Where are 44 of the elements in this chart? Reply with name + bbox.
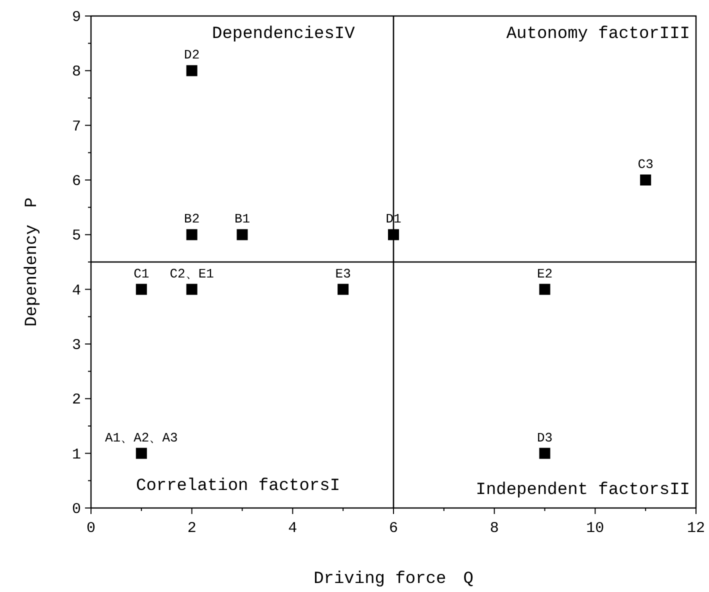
point bbox=[640, 174, 652, 186]
annotation: D2 bbox=[184, 48, 200, 63]
annotation: DependenciesIV bbox=[212, 25, 356, 44]
annotation: E3 bbox=[335, 266, 351, 282]
point bbox=[539, 448, 550, 459]
x-axis-title: Driving force Q bbox=[314, 570, 474, 589]
point bbox=[186, 284, 198, 295]
y-tick-label: 7 bbox=[72, 118, 81, 136]
x-tick-label: 0 bbox=[86, 520, 96, 537]
y-tick-label: 6 bbox=[72, 173, 81, 190]
annotation: Independent factorsII bbox=[476, 481, 690, 500]
point bbox=[136, 448, 147, 459]
annotation: B2 bbox=[184, 212, 200, 227]
point bbox=[186, 65, 198, 76]
x-tick-label: 2 bbox=[187, 520, 196, 537]
annotation: C3 bbox=[638, 157, 654, 172]
annotation: Correlation factorsI bbox=[136, 477, 340, 496]
annotation: C1 bbox=[134, 266, 150, 282]
y-tick-label: 4 bbox=[72, 282, 81, 300]
annotation: C2、E1 bbox=[170, 266, 214, 282]
point bbox=[388, 229, 399, 240]
y-tick-label: 1 bbox=[72, 446, 81, 464]
y-tick-label: 8 bbox=[72, 64, 81, 81]
x-tick-label: 12 bbox=[686, 520, 706, 537]
annotation: D3 bbox=[536, 430, 553, 446]
annotation: E2 bbox=[536, 266, 553, 282]
y-tick-label: 3 bbox=[72, 337, 81, 354]
x-tick-label: 6 bbox=[388, 520, 398, 537]
point bbox=[186, 229, 198, 240]
point bbox=[236, 229, 248, 240]
x-tick-label: 10 bbox=[586, 520, 604, 537]
point bbox=[338, 284, 349, 295]
y-tick-label: 5 bbox=[72, 228, 81, 245]
y-tick-label: 0 bbox=[72, 501, 81, 518]
point bbox=[136, 284, 147, 295]
annotation: B1 bbox=[234, 212, 250, 227]
x-tick-label: 8 bbox=[490, 520, 499, 537]
annotation: Autonomy factorIII bbox=[506, 25, 690, 44]
y-tick-label: 9 bbox=[72, 9, 81, 26]
point bbox=[539, 284, 550, 295]
x-tick-label: 4 bbox=[288, 520, 298, 537]
annotation: A1、A2、A3 bbox=[105, 430, 178, 446]
y-axis-title: Dependency P bbox=[23, 197, 42, 327]
y-tick-label: 2 bbox=[72, 392, 81, 409]
